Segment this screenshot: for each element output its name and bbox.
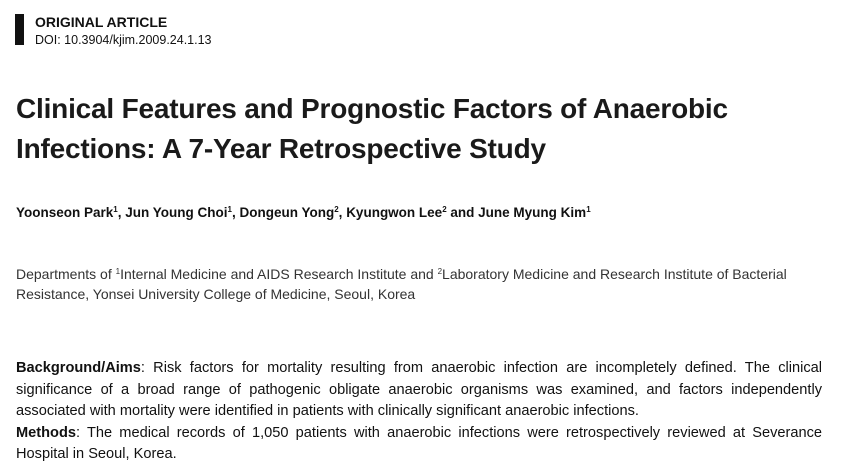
- doi: DOI: 10.3904/kjim.2009.24.1.13: [35, 33, 212, 47]
- abstract-paragraph: Background/Aims: Risk factors for mortal…: [16, 358, 822, 423]
- author-affiliation: 2: [334, 205, 339, 214]
- article-type: ORIGINAL ARTICLE: [35, 14, 168, 30]
- author-name: Yoonseon Park: [16, 205, 114, 220]
- abstract-label: Background/Aims: [16, 360, 141, 376]
- title-line: Clinical Features and Prognostic Factors…: [16, 93, 728, 124]
- abstract: Background/Aims: Risk factors for mortal…: [16, 358, 822, 466]
- author-connector: ,: [338, 205, 347, 220]
- header-bar: [15, 14, 24, 45]
- affiliation: Departments of 1Internal Medicine and AI…: [16, 262, 826, 304]
- author-affiliation: 1: [586, 205, 591, 214]
- title-line: Infections: A 7-Year Retrospective Study: [16, 133, 546, 164]
- abstract-paragraph: Methods: The medical records of 1,050 pa…: [16, 423, 822, 466]
- authors: Yoonseon Park1, Jun Young Choi1, Dongeun…: [16, 205, 591, 220]
- title: Clinical Features and Prognostic Factors…: [16, 89, 728, 169]
- affiliation-number: 1: [115, 267, 121, 276]
- affiliation-number: 2: [437, 267, 443, 276]
- author-affiliation: 1: [113, 205, 118, 214]
- author-affiliation: 2: [442, 205, 447, 214]
- author-affiliation: 1: [227, 205, 232, 214]
- author-connector: ,: [231, 205, 240, 220]
- author-connector: and: [446, 205, 479, 220]
- author-name: Dongeun Yong: [239, 205, 335, 220]
- abstract-text: : The medical records of 1,050 patients …: [16, 424, 822, 463]
- affiliation-text: Internal Medicine and AIDS Research Inst…: [120, 266, 438, 282]
- author-name: Kyungwon Lee: [346, 205, 443, 220]
- author-name: Jun Young Choi: [125, 205, 228, 220]
- affiliation-text: Laboratory Medicine and Research Institu…: [16, 266, 787, 302]
- affiliation-text: Departments of: [16, 266, 116, 282]
- author-connector: ,: [117, 205, 126, 220]
- author-name: June Myung Kim: [478, 205, 587, 220]
- abstract-label: Methods: [16, 424, 76, 441]
- abstract-text: : Risk factors for mortality resulting f…: [16, 360, 822, 420]
